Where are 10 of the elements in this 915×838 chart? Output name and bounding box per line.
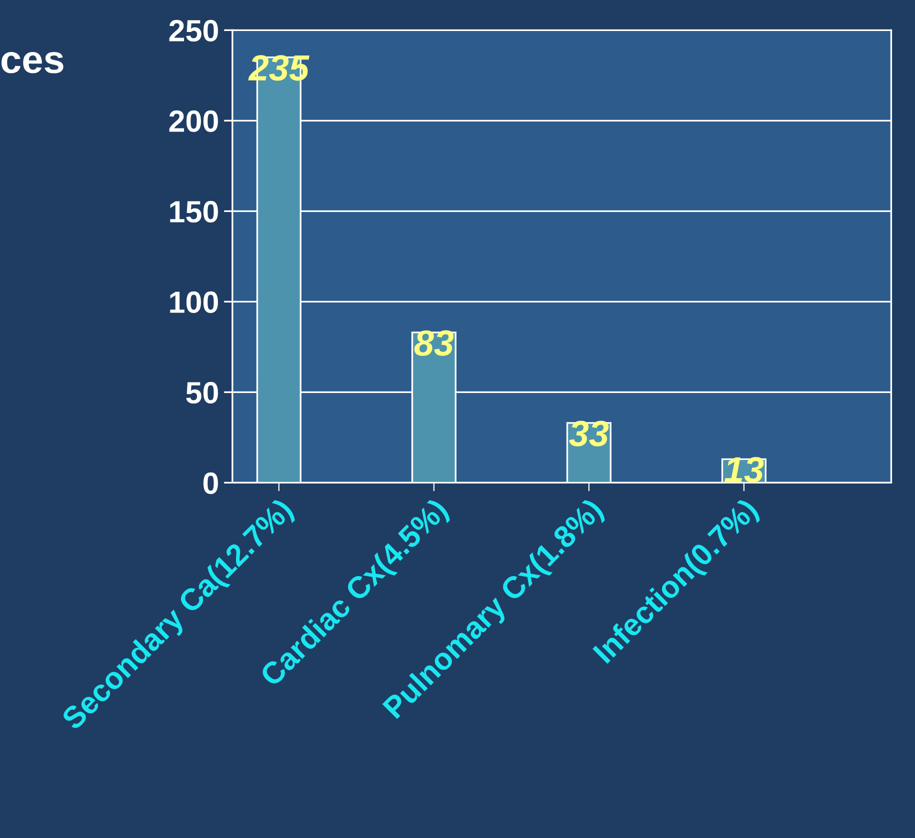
data-label: 13 — [724, 457, 764, 483]
y-tick-label: 200 — [169, 110, 218, 132]
data-label: 83 — [414, 330, 454, 356]
y-tick-label: 100 — [170, 291, 218, 314]
chart-title: ces — [2, 52, 64, 74]
y-tick-label: 50 — [186, 382, 218, 404]
y-tick-label: 150 — [170, 200, 218, 223]
data-label: 33 — [569, 420, 609, 446]
y-tick-label: 250 — [169, 20, 218, 42]
y-tick-label: 0 — [203, 472, 218, 494]
